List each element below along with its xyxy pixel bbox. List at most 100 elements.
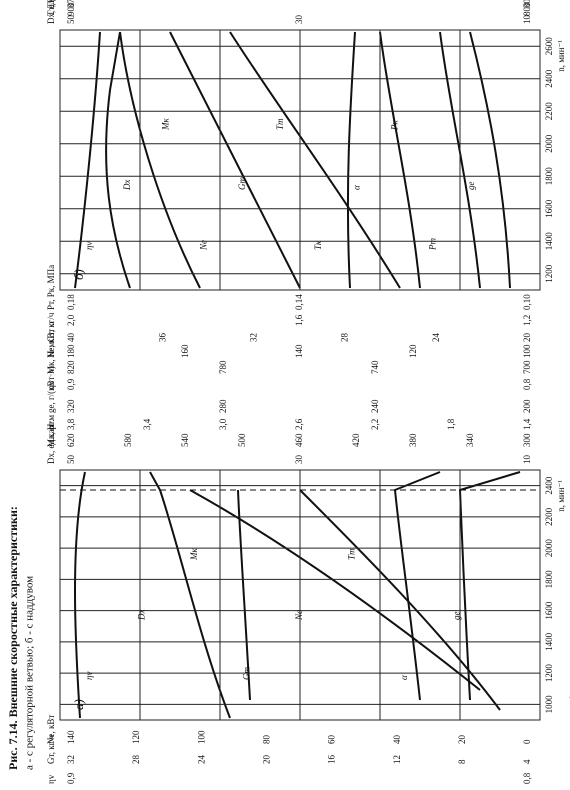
curve — [469, 31, 511, 289]
y-tick-label: 540 — [180, 433, 190, 447]
y-tick-label: 340 — [465, 433, 475, 447]
y-tick-label: 380 — [408, 433, 418, 447]
x-tick-label: 1600 — [544, 601, 554, 620]
axis-label: α — [46, 425, 56, 430]
x-tick-label: 1400 — [544, 632, 554, 651]
y-tick-label: 2,0 — [66, 314, 76, 326]
curve — [169, 31, 301, 289]
curve-label: Tт — [347, 548, 357, 560]
y-tick-label: 20 — [261, 755, 271, 765]
curve — [229, 31, 401, 289]
y-tick-label: 780 — [218, 360, 228, 374]
axis-label: Gт, кг/ч — [46, 734, 56, 764]
y-tick-label: 180 — [66, 344, 76, 358]
caption-title: Рис. 7.14. Внешние скоростные характерис… — [6, 506, 20, 770]
y-tick-label: 240 — [370, 399, 380, 413]
y-tick-label: 800 — [522, 2, 532, 16]
y-tick-label: 140 — [66, 730, 76, 744]
y-tick-label: 200 — [522, 399, 532, 413]
y-tick-label: 320 — [66, 399, 76, 413]
curve — [237, 489, 251, 701]
curve-label: Tк — [313, 240, 323, 250]
curve-label: ge — [452, 612, 462, 621]
y-tick-label: 4 — [522, 759, 532, 764]
curve-label: Mк — [160, 118, 170, 131]
axis-label: ηv — [46, 380, 56, 390]
curve-label: α — [399, 675, 409, 680]
x-tick-label: 1800 — [544, 167, 554, 186]
y-tick-label: 3,8 — [66, 418, 76, 430]
x-tick-label: 1200 — [544, 264, 554, 283]
y-tick-label: 140 — [294, 344, 304, 358]
y-tick-label: 24 — [431, 333, 441, 343]
y-tick-label: 1,8 — [446, 418, 456, 430]
y-tick-label: 10 — [522, 15, 532, 25]
x-tick-label: 2600 — [544, 37, 554, 56]
curve-label: Ne — [199, 240, 209, 251]
curve — [299, 489, 501, 711]
curve-label: ge — [466, 182, 476, 191]
y-tick-label: 32 — [66, 755, 76, 764]
curve — [149, 471, 231, 719]
y-tick-label: 50 — [66, 455, 76, 465]
y-tick-label: 80 — [261, 735, 271, 745]
y-tick-label: 20 — [522, 333, 532, 343]
y-tick-label: 120 — [408, 344, 418, 358]
y-tick-label: 160 — [180, 344, 190, 358]
x-tick-label: 2000 — [544, 539, 554, 558]
curves-b — [74, 31, 511, 289]
curve — [74, 471, 86, 719]
y-tick-label: 700 — [522, 360, 532, 374]
y-tick-label: 40 — [392, 735, 402, 745]
y-tick-label: 60 — [327, 735, 337, 745]
x-tick-label: 2000 — [544, 134, 554, 153]
note: nx.хол — [568, 465, 570, 490]
axis-label: Dx, ед.харт. — [46, 420, 56, 464]
y-tick-label: 30 — [294, 455, 304, 465]
curve — [379, 31, 421, 289]
y-tick-label: 28 — [131, 755, 141, 765]
axis-label: ηv — [46, 774, 56, 784]
curve — [119, 31, 201, 289]
y-tick-label: 32 — [248, 333, 258, 342]
curve-label: Dx — [122, 180, 132, 192]
x-tick-label: 1200 — [544, 664, 554, 683]
y-tick-label: 0,9 — [66, 378, 76, 390]
y-tick-label: 1,4 — [522, 418, 532, 430]
axis-label: Dx, ед.харт. — [46, 0, 56, 24]
curve-label: Pк — [390, 120, 400, 131]
curve-label: α — [351, 185, 361, 190]
curve-label: Pт — [428, 238, 438, 251]
y-tick-label: 280 — [218, 399, 228, 413]
y-tick-label: 36 — [157, 333, 167, 343]
curve-label: Gт — [237, 177, 247, 190]
x-tick-label: 2400 — [544, 69, 554, 88]
curve-label: Dx — [137, 610, 147, 622]
y-tick-label: 28 — [340, 333, 350, 343]
y-tick-label: 10 — [522, 455, 532, 465]
axis-label: ge, г/(кВт·ч) — [46, 366, 56, 413]
y-tick-label: 420 — [351, 433, 361, 447]
axis-label: Tк, K — [46, 0, 56, 8]
y-tick-label: 500 — [237, 433, 247, 447]
y-tick-label: 620 — [66, 433, 76, 447]
axis-label: Pт, Pк, МПа — [46, 265, 56, 310]
curve — [189, 489, 481, 691]
y-tick-label: 0,8 — [522, 772, 532, 784]
axis-label: Tт, K — [46, 0, 56, 16]
y-tick-label: 1,6 — [294, 314, 304, 326]
y-tick-label: 100 — [522, 344, 532, 358]
y-tick-label: 0,8 — [522, 378, 532, 390]
x-tick-label: 1400 — [544, 232, 554, 251]
axis-label: Ne, кВт — [46, 715, 56, 744]
y-tick-label: 50 — [66, 15, 76, 25]
y-tick-label: 820 — [66, 360, 76, 374]
curve — [458, 471, 521, 701]
axis-label: α — [46, 321, 56, 326]
x-tick-label: 1600 — [544, 199, 554, 218]
y-tick-label: 20 — [457, 735, 467, 745]
axis-label: Mк, Н·м — [46, 415, 56, 447]
y-tick-label: 370 — [66, 0, 76, 8]
y-tick-label: 0,18 — [66, 294, 76, 310]
curve-label: Gт — [242, 667, 252, 680]
